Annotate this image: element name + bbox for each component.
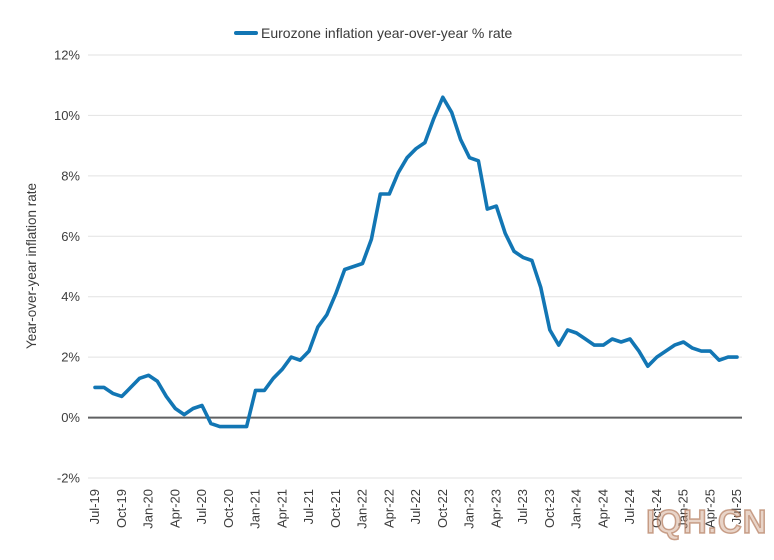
x-tick-label: Apr-21: [274, 489, 289, 528]
y-tick-label: -2%: [57, 471, 81, 486]
y-tick-label: 12%: [54, 48, 80, 63]
x-tick-label: Jul-20: [194, 489, 209, 524]
x-tick-label: Jan-22: [355, 489, 370, 529]
x-tick-label: Jan-20: [141, 489, 156, 529]
x-tick-label: Jul-24: [622, 489, 637, 524]
y-tick-label: 2%: [61, 350, 80, 365]
y-tick-label: 8%: [61, 168, 80, 183]
x-tick-label: Oct-20: [221, 489, 236, 528]
x-tick-label: Apr-22: [381, 489, 396, 528]
x-tick-label: Jan-23: [462, 489, 477, 529]
x-tick-label: Jul-25: [729, 489, 744, 524]
x-tick-label: Jan-21: [248, 489, 263, 529]
legend-label: Eurozone inflation year-over-year % rate: [261, 25, 513, 41]
legend-line-icon: [234, 31, 258, 35]
x-tick-label: Jan-25: [676, 489, 691, 529]
x-tick-label: Oct-19: [114, 489, 129, 528]
x-tick-label: Jul-22: [408, 489, 423, 524]
x-tick-label: Oct-23: [542, 489, 557, 528]
x-tick-label: Jul-23: [515, 489, 530, 524]
x-tick-label: Jul-21: [301, 489, 316, 524]
y-tick-label: 0%: [61, 410, 80, 425]
inflation-line-series: [93, 95, 739, 429]
x-tick-label: Oct-24: [649, 489, 664, 528]
y-tick-label: 6%: [61, 229, 80, 244]
x-tick-label: Oct-22: [435, 489, 450, 528]
chart-legend: Eurozone inflation year-over-year % rate: [234, 25, 512, 41]
y-tick-label: 10%: [54, 108, 80, 123]
x-tick-label: Apr-23: [488, 489, 503, 528]
x-tick-label: Jan-24: [569, 489, 584, 529]
x-tick-label: Apr-25: [702, 489, 717, 528]
y-axis-title: Year-over-year inflation rate: [24, 183, 39, 349]
x-tick-label: Apr-20: [167, 489, 182, 528]
y-tick-label: 4%: [61, 289, 80, 304]
x-tick-label: Apr-24: [595, 489, 610, 528]
x-tick-label: Oct-21: [328, 489, 343, 528]
x-tick-label: Jul-19: [87, 489, 102, 524]
